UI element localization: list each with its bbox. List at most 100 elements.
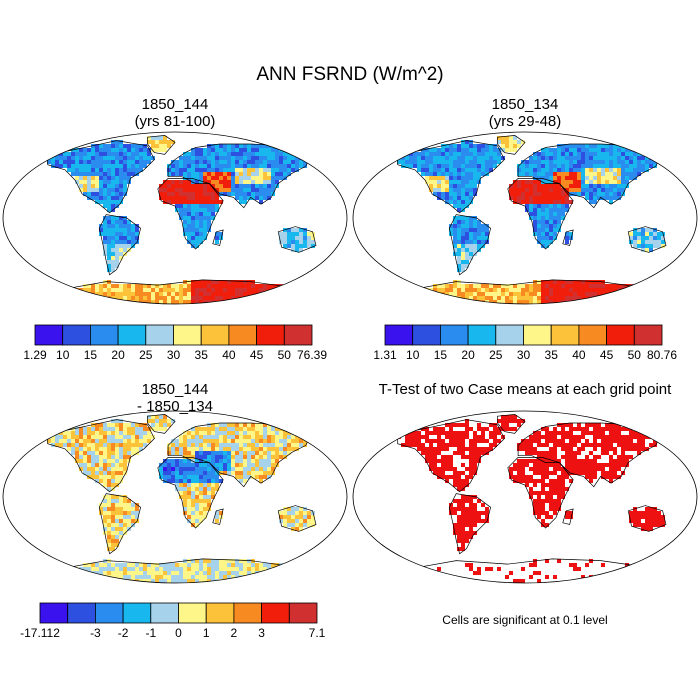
map-cell <box>405 296 409 300</box>
map-cell <box>211 459 215 463</box>
map-cell <box>95 292 99 296</box>
map-cell <box>235 280 239 284</box>
colorbar-swatch <box>439 324 469 346</box>
map-cell <box>661 523 665 527</box>
map-cell <box>179 288 183 292</box>
map-cell <box>251 567 255 571</box>
map-cell <box>291 575 295 579</box>
map-cell <box>211 491 215 495</box>
map-cell <box>585 148 589 152</box>
map-cell <box>203 192 207 196</box>
map-cell <box>441 288 445 292</box>
map-cell <box>549 292 553 296</box>
map-cell <box>183 228 187 232</box>
map-cell <box>235 172 239 176</box>
map-cell <box>203 483 207 487</box>
map-cell <box>457 188 461 192</box>
map-cell <box>91 459 95 463</box>
map-cell <box>473 236 477 240</box>
map-cell <box>441 427 445 431</box>
map-cell <box>449 180 453 184</box>
map-cell <box>533 447 537 451</box>
map-cell <box>461 519 465 523</box>
map-cell <box>441 168 445 172</box>
map-cell <box>613 156 617 160</box>
map-cell <box>295 292 299 296</box>
map-cell <box>187 435 191 439</box>
map-cell <box>489 296 493 300</box>
map-cell <box>641 228 645 232</box>
map-cell <box>429 180 433 184</box>
map-cell <box>59 300 63 304</box>
map-cell <box>243 571 247 575</box>
map-cell <box>195 220 199 224</box>
map-cell <box>577 168 581 172</box>
map-cell <box>143 292 147 296</box>
map-cell <box>517 184 521 188</box>
map-cell <box>589 188 593 192</box>
map-cell <box>433 176 437 180</box>
map-cell <box>227 188 231 192</box>
map-cell <box>203 292 207 296</box>
map-cell <box>111 240 115 244</box>
map-cell <box>437 284 441 288</box>
map-cell <box>91 439 95 443</box>
map-cell <box>549 487 553 491</box>
map-cell <box>497 152 501 156</box>
map-cell <box>569 168 573 172</box>
map-cell <box>457 547 461 551</box>
map-cell <box>115 228 119 232</box>
map-cell <box>533 180 537 184</box>
map-cell <box>147 571 151 575</box>
map-cell <box>283 156 287 160</box>
map-cell <box>449 292 453 296</box>
map-cell <box>561 192 565 196</box>
map-cell <box>565 144 569 148</box>
map-cell <box>645 511 649 515</box>
map-cell <box>223 180 227 184</box>
map-cell <box>263 196 267 200</box>
map-cell <box>215 563 219 567</box>
map-cell <box>557 467 561 471</box>
map-cell <box>195 487 199 491</box>
map-cell <box>461 140 465 144</box>
map-cell <box>111 180 115 184</box>
map-cell <box>207 156 211 160</box>
map-cell <box>509 427 513 431</box>
map-cell <box>103 300 107 304</box>
map-cell <box>239 467 243 471</box>
map-cell <box>127 499 131 503</box>
map-cell <box>545 164 549 168</box>
map-cell <box>115 443 119 447</box>
map-cell <box>549 216 553 220</box>
map-cell <box>259 435 263 439</box>
map-cell <box>641 168 645 172</box>
map-cell <box>167 419 171 423</box>
map-cell <box>263 284 267 288</box>
map-cell <box>99 503 103 507</box>
map-cell <box>167 196 171 200</box>
map-cell <box>577 423 581 427</box>
map-cell <box>585 172 589 176</box>
colorbar-panel-2: 1.31 10 15 20 25 30 35 40 45 50 80.76 <box>373 324 677 362</box>
map-cell <box>75 172 79 176</box>
map-cell <box>267 471 271 475</box>
map-cell <box>565 152 569 156</box>
map-cell <box>107 547 111 551</box>
map-cell <box>465 260 469 264</box>
map-cell <box>605 284 609 288</box>
map-cell <box>553 200 557 204</box>
map-cell <box>231 447 235 451</box>
map-cell <box>223 431 227 435</box>
map-cell <box>159 284 163 288</box>
map-cell <box>247 176 251 180</box>
map-cell <box>453 172 457 176</box>
map-cell <box>457 479 461 483</box>
map-cell <box>465 156 469 160</box>
map-cell <box>127 164 131 168</box>
map-cell <box>255 168 259 172</box>
map-cell <box>183 511 187 515</box>
map-cell <box>529 184 533 188</box>
map-cell <box>87 451 91 455</box>
map-cell <box>127 288 131 292</box>
